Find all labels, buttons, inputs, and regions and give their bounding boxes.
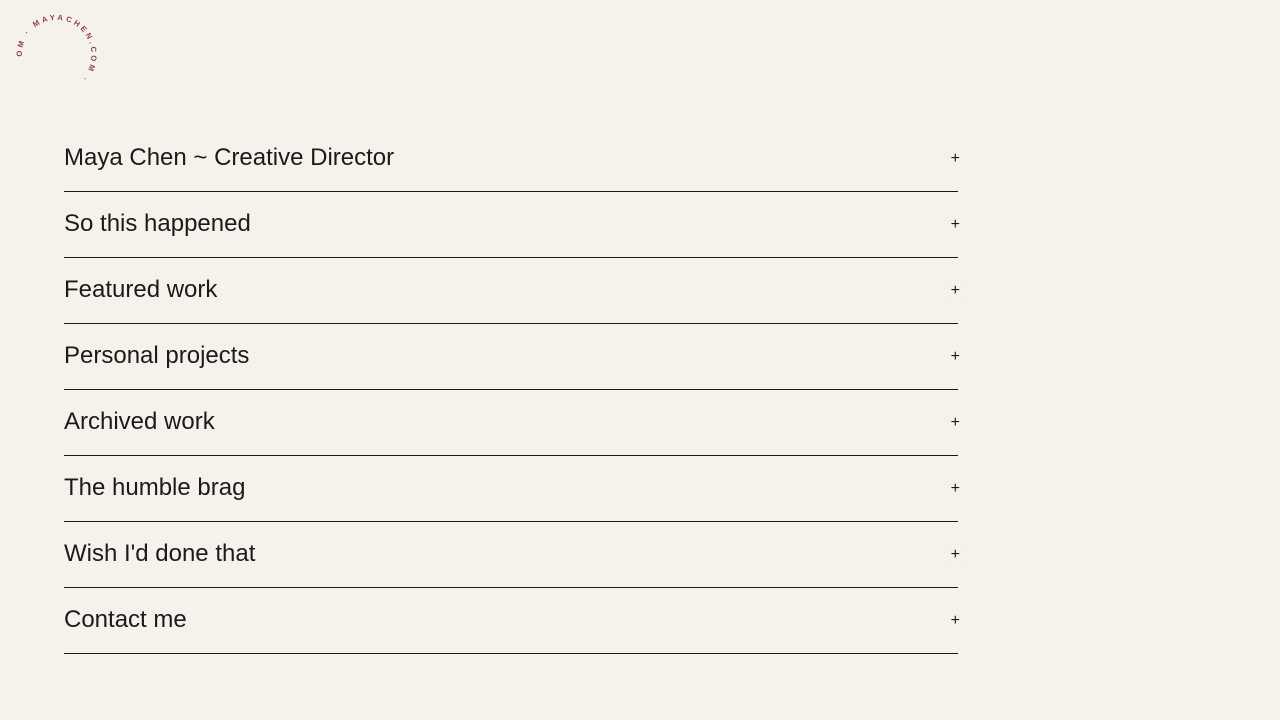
svg-text:MAYACHEN.COM · MAYACHEN.COM ·: MAYACHEN.COM · MAYACHEN.COM · — [3, 0, 99, 85]
